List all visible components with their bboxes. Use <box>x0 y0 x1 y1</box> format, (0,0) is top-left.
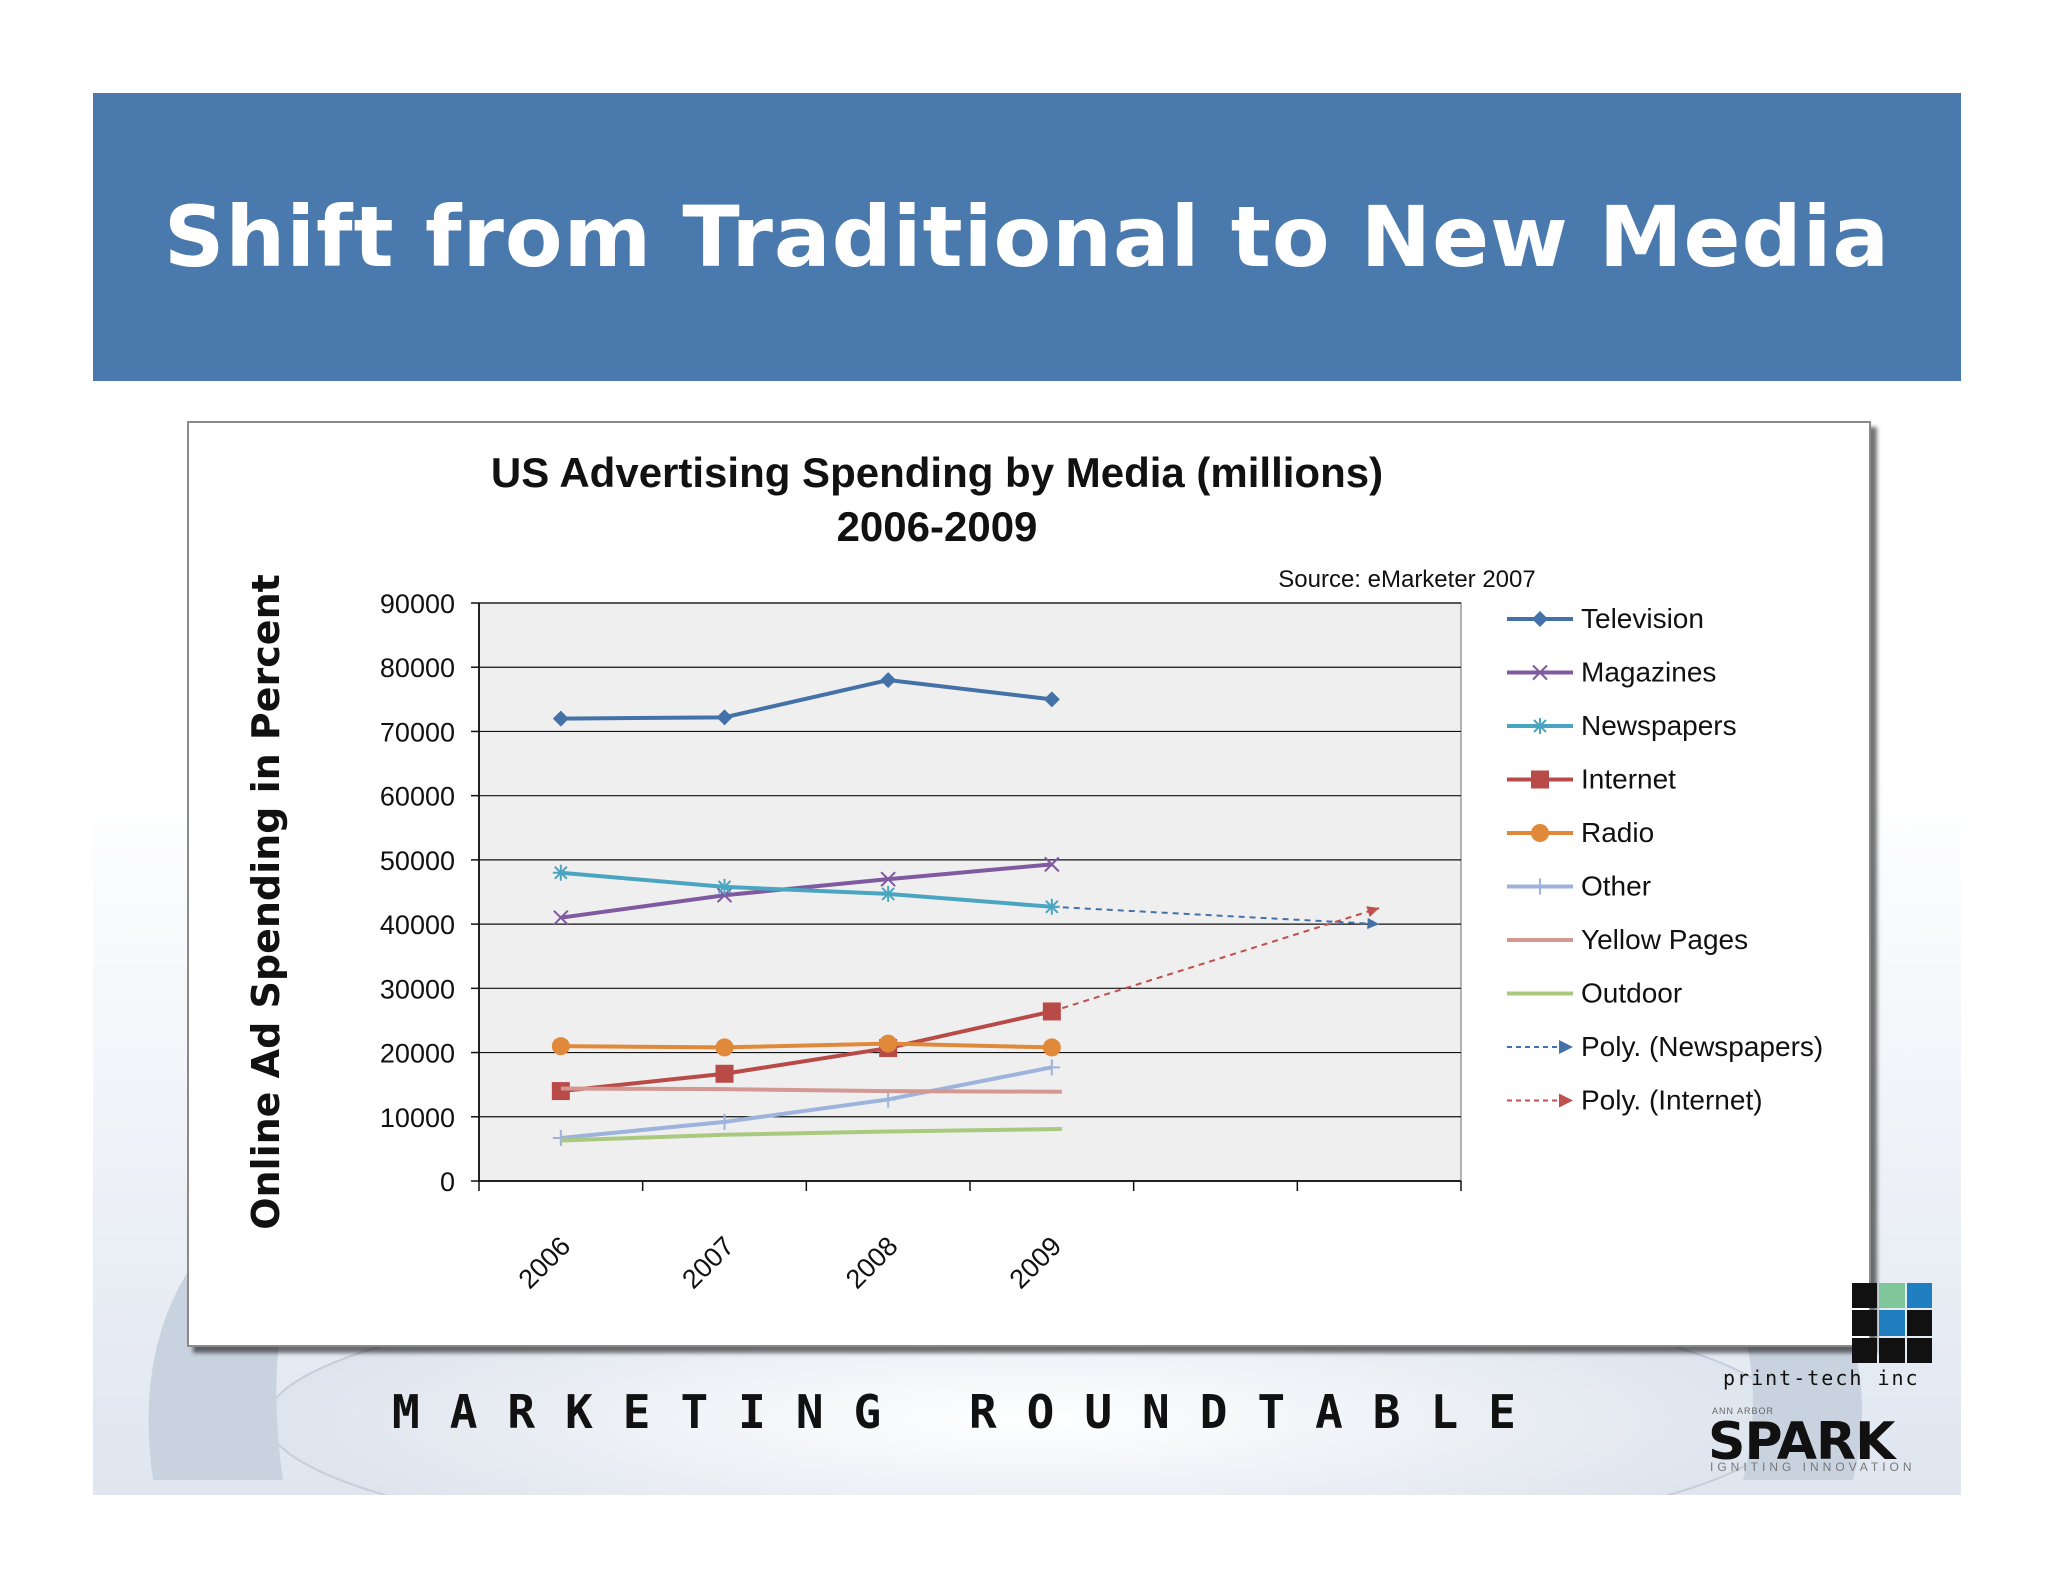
logo-grid-cell <box>1906 1310 1932 1336</box>
trendline-arrow <box>1366 906 1380 917</box>
printtech-label: print-tech inc <box>1723 1366 1920 1390</box>
data-point <box>1044 856 1060 873</box>
y-tick-label: 20000 <box>380 1039 455 1069</box>
series-line <box>560 1086 1062 1094</box>
legend-label: Magazines <box>1581 657 1716 688</box>
y-tick-label: 30000 <box>380 974 455 1004</box>
data-point <box>880 672 897 689</box>
legend-label: Internet <box>1581 764 1676 795</box>
legend-arrow <box>1559 1093 1573 1108</box>
data-point <box>716 709 733 726</box>
data-point <box>880 871 896 887</box>
footer-text: MARKETING ROUNDTABLE <box>392 1385 1546 1439</box>
legend-label: Outdoor <box>1581 978 1682 1009</box>
legend-marker <box>1531 824 1549 842</box>
legend-label: Newspapers <box>1581 710 1737 741</box>
logo-grid-cell <box>1852 1310 1878 1336</box>
y-axis-label: Online Ad Spending in Percent <box>244 574 288 1230</box>
y-tick-label: 70000 <box>380 717 455 747</box>
legend-label: Poly. (Newspapers) <box>1581 1031 1823 1062</box>
y-tick-label: 60000 <box>380 782 455 812</box>
series-line <box>560 862 1053 920</box>
chart-subtitle: 2006-2009 <box>837 503 1038 550</box>
spark-small-label: ANN ARBOR <box>1712 1406 1775 1416</box>
printtech-logo-grid <box>1852 1283 1932 1363</box>
series-line <box>560 1126 1062 1143</box>
data-point <box>552 710 569 727</box>
data-point <box>880 1091 897 1108</box>
legend-marker <box>1532 878 1548 895</box>
legend-label: Yellow Pages <box>1581 924 1748 955</box>
legend-marker <box>1532 664 1548 681</box>
spark-tagline: IGNITING INNOVATION <box>1710 1460 1916 1474</box>
legend-label: Other <box>1581 871 1651 902</box>
x-tick-label: 2008 <box>840 1231 904 1295</box>
data-point <box>552 1129 569 1146</box>
legend-label: Poly. (Internet) <box>1581 1085 1763 1116</box>
legend-label: Radio <box>1581 817 1654 848</box>
series-line <box>560 1009 1053 1094</box>
trendline-arrow <box>1367 917 1380 930</box>
series-line <box>560 870 1052 909</box>
trendline <box>1051 907 1380 1013</box>
logo-grid-cell <box>1879 1310 1905 1336</box>
chart-frame: US Advertising Spending by Media (millio… <box>187 421 1871 1347</box>
y-tick-label: 80000 <box>380 653 455 683</box>
title-banner: Shift from Traditional to New Media <box>93 93 1961 381</box>
y-tick-label: 10000 <box>380 1103 455 1133</box>
logo-grid-cell <box>1852 1337 1878 1363</box>
x-tick-label: 2006 <box>513 1231 577 1295</box>
legend-label: Television <box>1581 603 1704 634</box>
x-tick-label: 2009 <box>1004 1231 1068 1295</box>
y-tick-label: 0 <box>440 1167 455 1197</box>
slide-title: Shift from Traditional to New Media <box>163 188 1891 286</box>
data-point <box>879 1034 898 1053</box>
data-point <box>1042 1002 1061 1021</box>
series-line <box>560 1065 1053 1140</box>
y-tick-label: 50000 <box>380 846 455 876</box>
legend-marker <box>1532 611 1548 627</box>
logo-grid-cell <box>1879 1337 1905 1363</box>
spark-logo: SPARK <box>1708 1412 1895 1472</box>
chart-title: US Advertising Spending by Media (millio… <box>491 449 1383 496</box>
logo-grid-cell <box>1906 1337 1932 1363</box>
logo-grid-cell <box>1879 1283 1905 1309</box>
series-line <box>560 678 1053 721</box>
legend-marker <box>1531 770 1549 789</box>
y-tick-label: 90000 <box>380 589 455 619</box>
data-point <box>880 885 897 902</box>
chart-source: Source: eMarketer 2007 <box>1278 566 1535 593</box>
data-point <box>553 909 569 926</box>
logo-grid-cell <box>1852 1283 1878 1309</box>
data-point <box>552 864 569 881</box>
y-tick-label: 40000 <box>380 910 455 940</box>
data-point <box>551 1037 570 1056</box>
legend-arrow <box>1559 1040 1573 1054</box>
logo-grid-cell <box>1906 1283 1932 1309</box>
line-chart: US Advertising Spending by Media (millio… <box>244 449 1823 1295</box>
series-line <box>560 1041 1052 1050</box>
data-point <box>551 1082 570 1101</box>
data-point <box>716 878 733 895</box>
data-point <box>715 1038 734 1057</box>
data-point <box>1043 1059 1060 1076</box>
data-point <box>715 1064 734 1083</box>
data-point <box>1043 691 1060 708</box>
data-point <box>1042 1038 1061 1057</box>
data-point <box>716 1113 733 1130</box>
legend-marker <box>1532 718 1548 734</box>
data-point <box>1043 898 1060 915</box>
x-tick-label: 2007 <box>676 1231 740 1295</box>
